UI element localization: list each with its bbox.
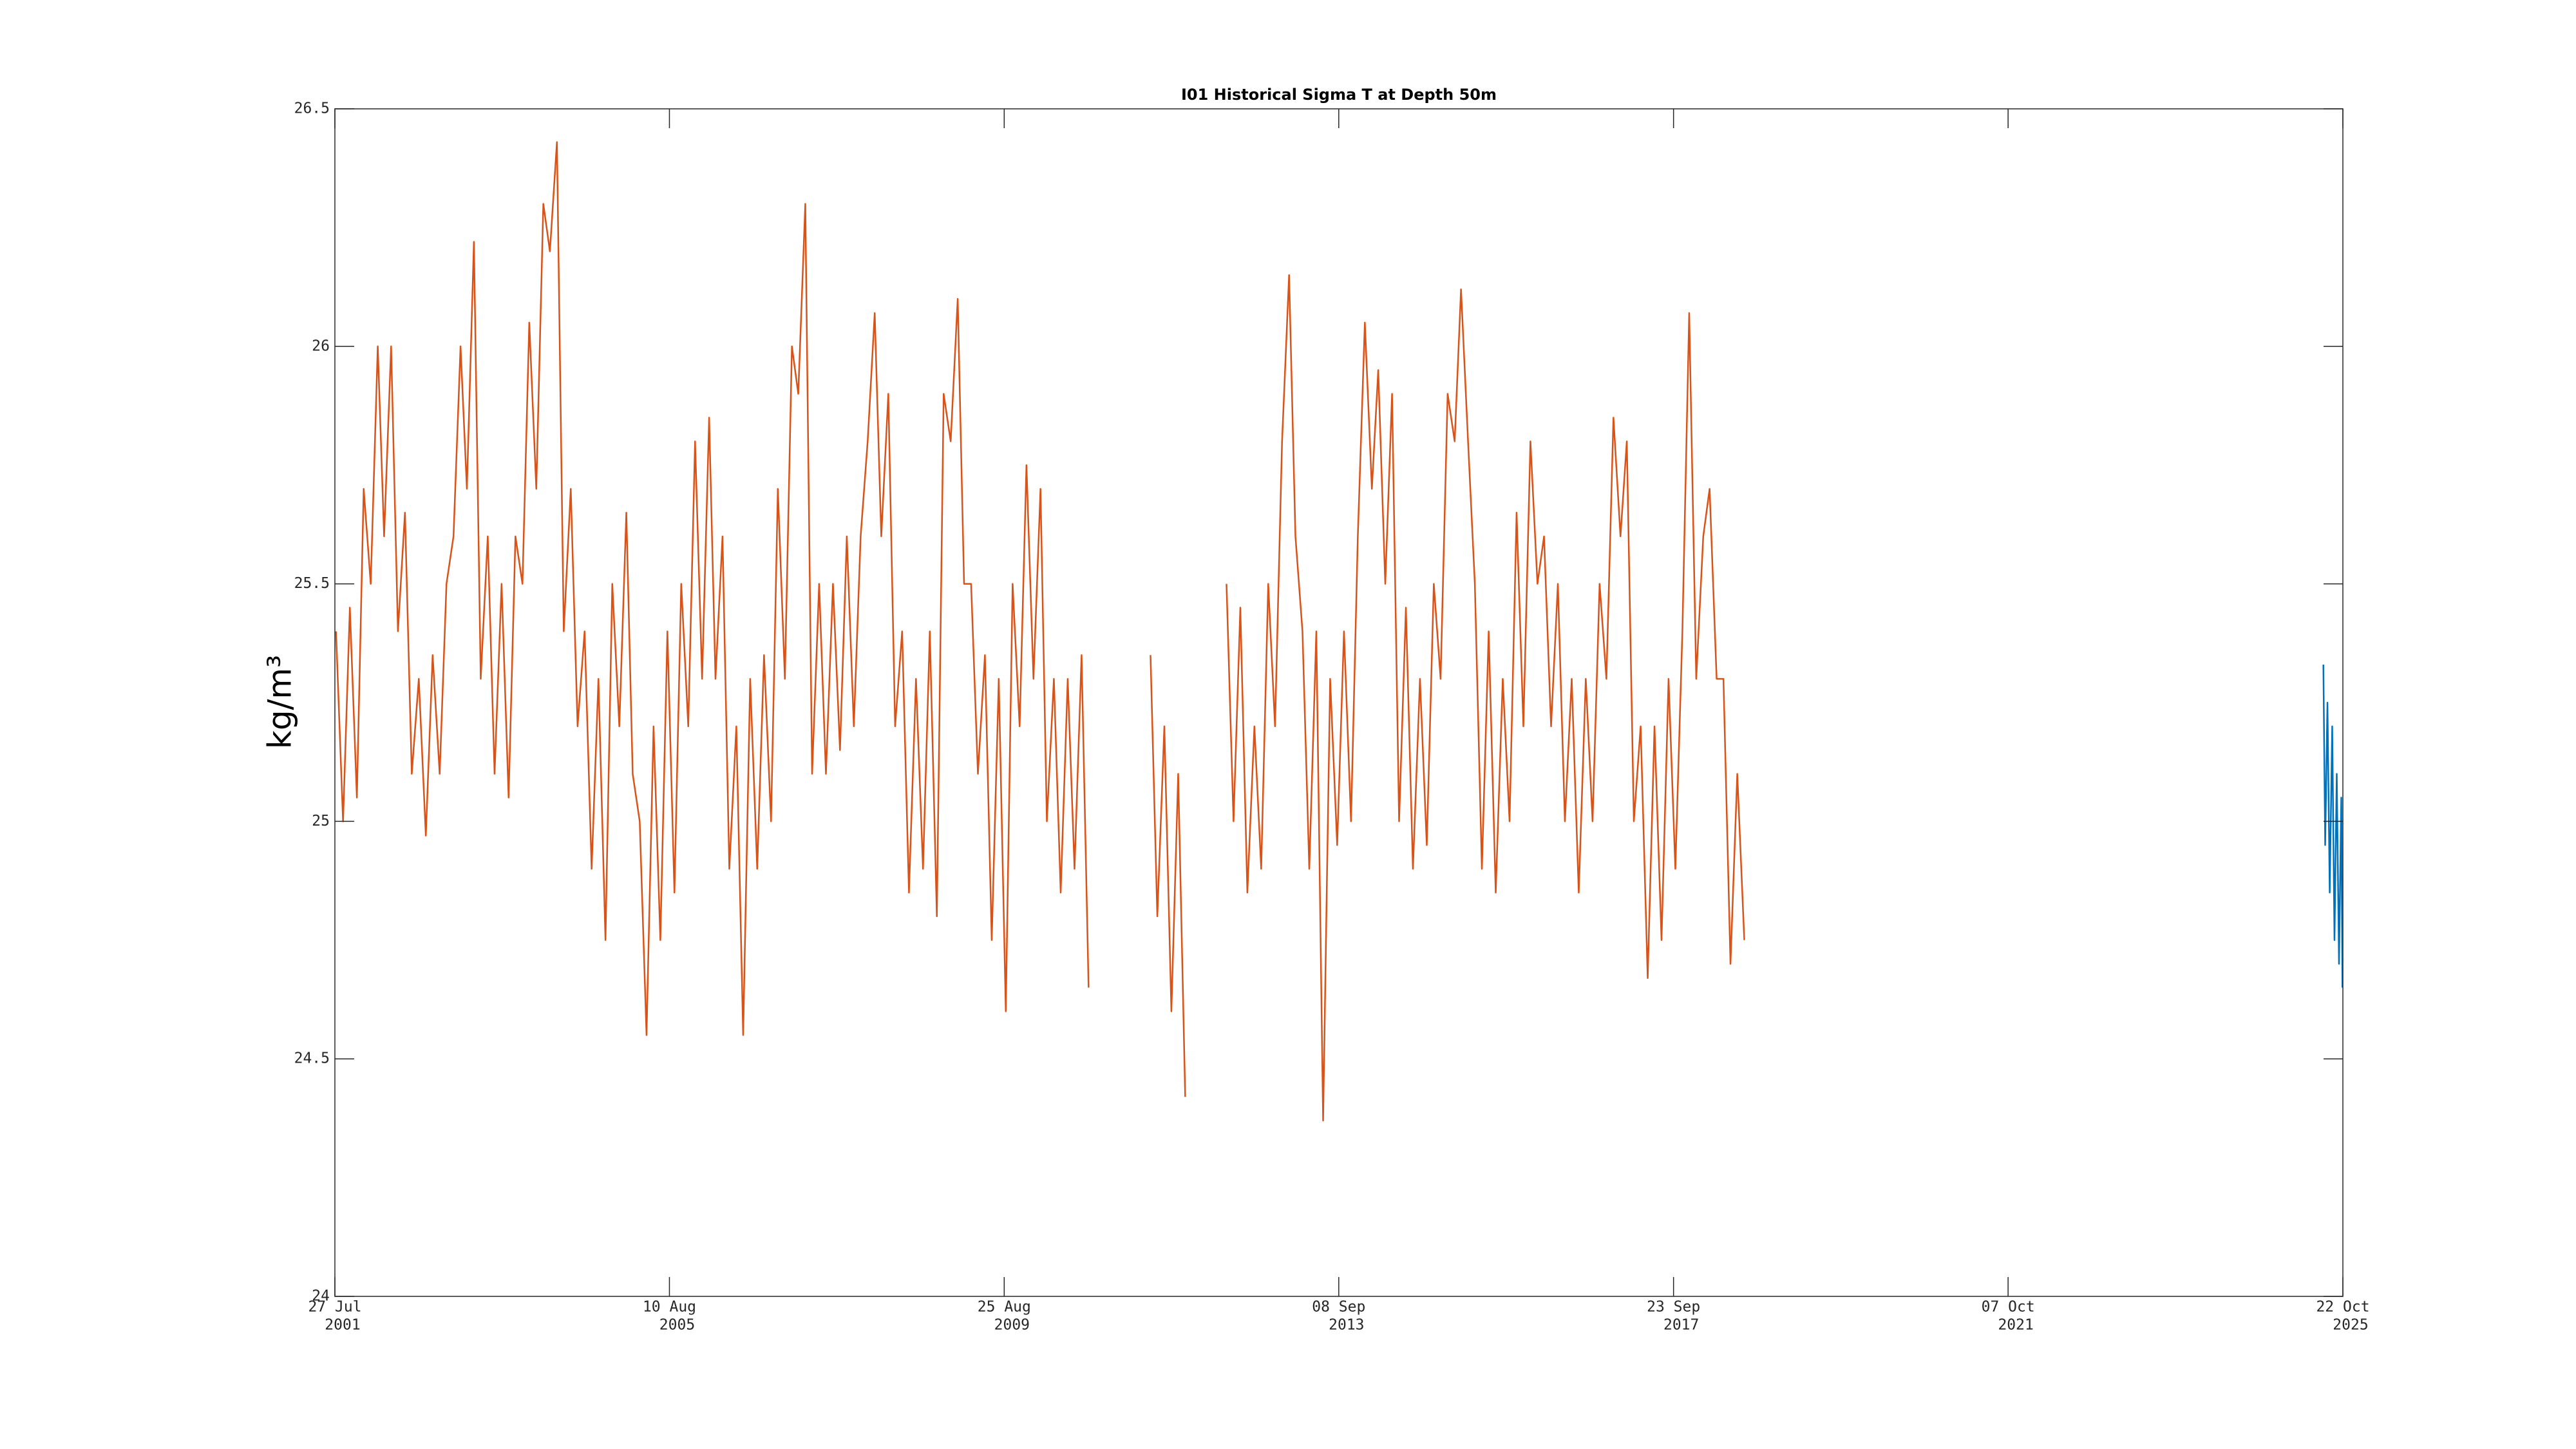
y-tick-label: 26.5	[294, 100, 330, 117]
y-tick-label: 24	[312, 1288, 330, 1305]
chart-title: I01 Historical Sigma T at Depth 50m	[1181, 86, 1497, 104]
x-tick-label: 25 Aug	[978, 1299, 1031, 1316]
y-tick-label: 24.5	[294, 1050, 330, 1067]
x-tick-label: 27 Jul	[308, 1299, 361, 1316]
data-line	[2322, 664, 2344, 988]
plot-area	[335, 109, 2343, 1296]
x-tick-label: 2021	[1998, 1317, 2033, 1334]
x-tick-label: 10 Aug	[643, 1299, 696, 1316]
x-tick-label: 08 Sep	[1312, 1299, 1365, 1316]
x-tick-label: 22 Oct	[2316, 1299, 2369, 1316]
x-tick-label: 2001	[325, 1317, 360, 1334]
x-tick-label: 2013	[1329, 1317, 1364, 1334]
x-tick-label: 2017	[1663, 1317, 1699, 1334]
x-tick-label: 2009	[994, 1317, 1030, 1334]
data-line	[335, 141, 1745, 1122]
x-tick-label: 23 Sep	[1647, 1299, 1700, 1316]
y-tick-label: 25.5	[294, 575, 330, 592]
y-tick-label: 26	[312, 337, 330, 354]
y-tick-label: 25	[312, 813, 330, 829]
y-axis-label: kg/m³	[261, 655, 299, 749]
x-tick-label: 07 Oct	[1982, 1299, 2035, 1316]
x-tick-label: 2005	[659, 1317, 695, 1334]
x-tick-label: 2025	[2333, 1317, 2368, 1334]
